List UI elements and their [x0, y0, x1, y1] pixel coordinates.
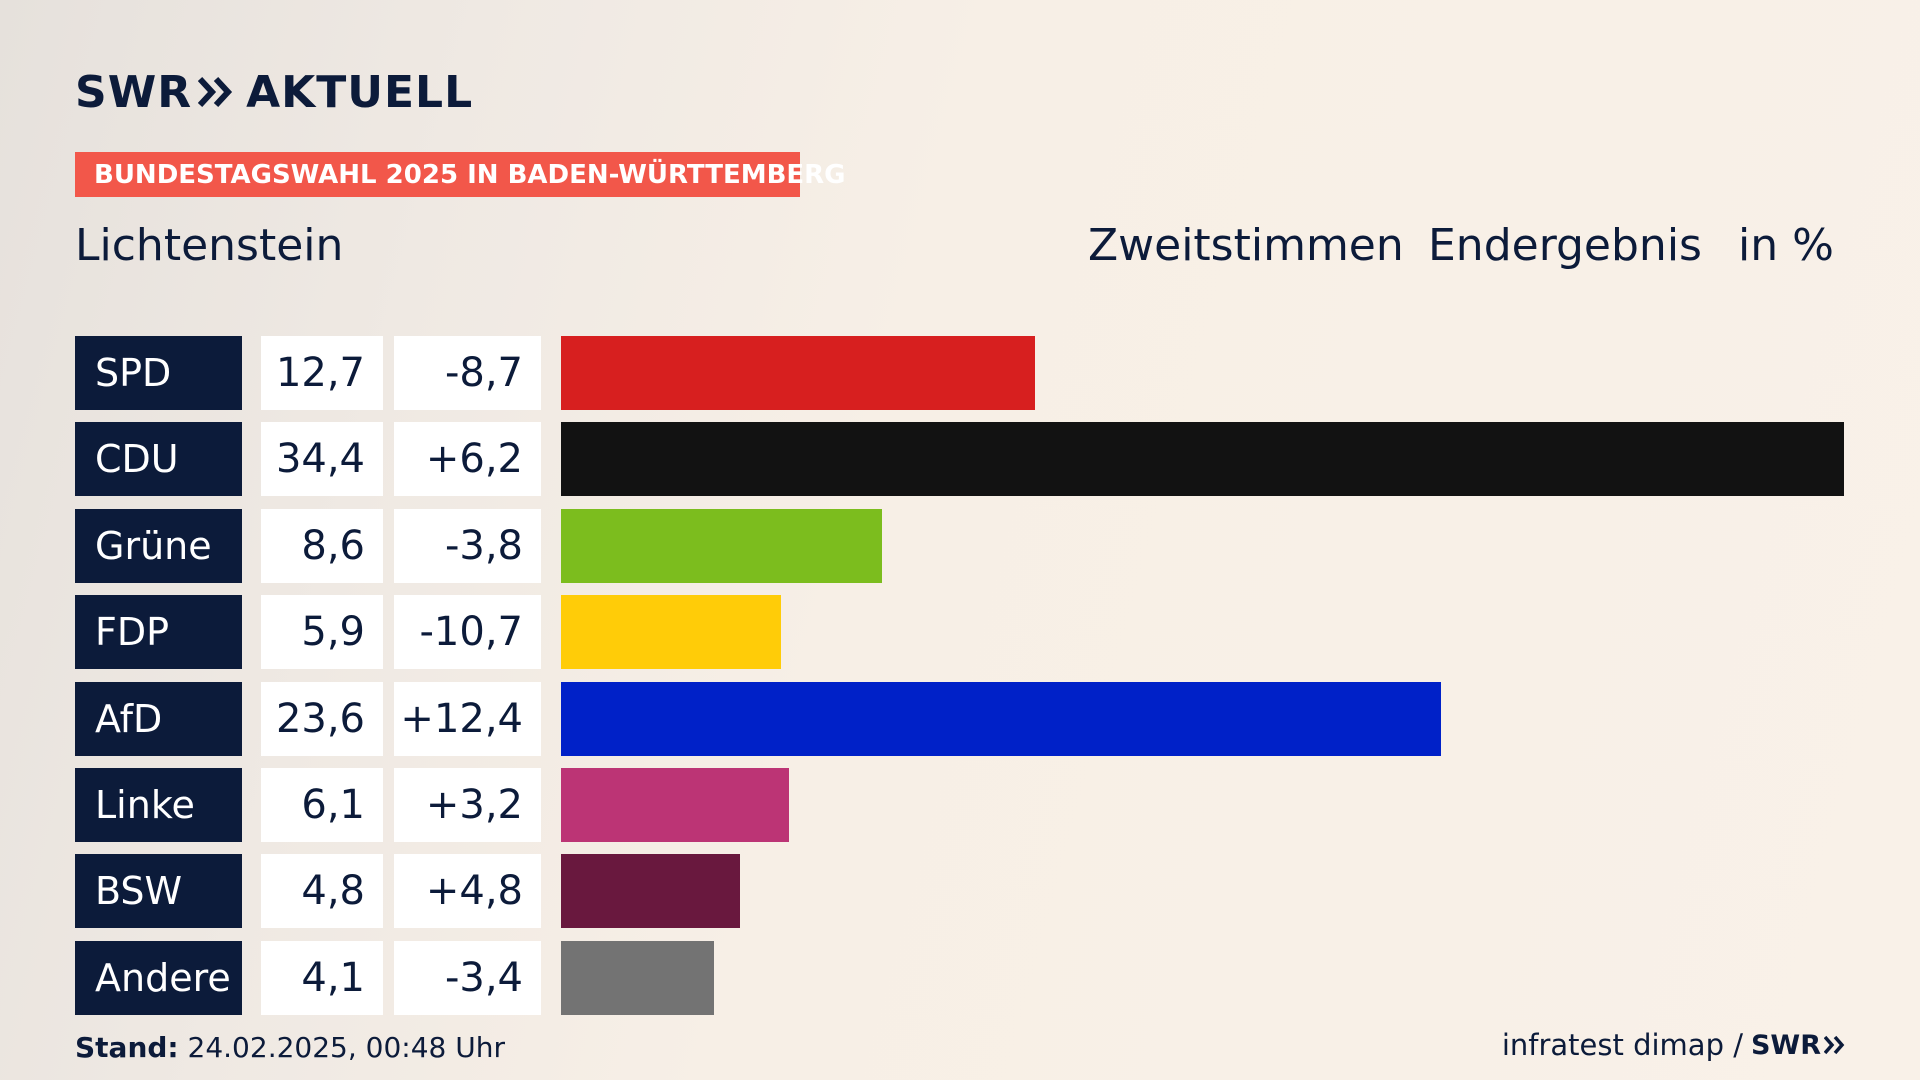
party-label: AfD	[75, 681, 242, 756]
result-bar	[561, 336, 1035, 410]
change-label: -3,8	[394, 508, 541, 583]
party-label: Andere	[75, 940, 242, 1015]
result-bar	[561, 940, 714, 1015]
party-row: BSW 4,8 +4,8	[75, 854, 1846, 929]
brand-suffix: AKTUELL	[246, 66, 474, 118]
swr-footer-logo: SWR	[1751, 1030, 1846, 1061]
change-label: +12,4	[394, 681, 541, 756]
vote-share-label: 6,1	[261, 768, 383, 842]
result-bar	[561, 595, 782, 670]
party-label: Linke	[75, 768, 242, 842]
party-row: Grüne 8,6 -3,8	[75, 508, 1846, 583]
vote-share-label: 5,9	[261, 595, 383, 670]
timestamp: Stand: 24.02.2025, 00:48 Uhr	[75, 1031, 505, 1064]
change-label: +4,8	[394, 854, 541, 929]
change-label: +3,2	[394, 768, 541, 842]
party-label: FDP	[75, 595, 242, 670]
change-label: -10,7	[394, 595, 541, 670]
result-status-label: Endergebnis	[1428, 220, 1702, 271]
party-row: FDP 5,9 -10,7	[75, 595, 1846, 670]
party-label: BSW	[75, 854, 242, 929]
unit-label: in %	[1738, 220, 1834, 271]
vote-share-label: 4,8	[261, 854, 383, 929]
party-label: CDU	[75, 422, 242, 497]
double-chevron-icon	[1824, 1035, 1845, 1055]
stand-label: Stand:	[75, 1031, 179, 1064]
result-bar	[561, 854, 741, 929]
change-label: -3,4	[394, 940, 541, 1015]
region-title: Lichtenstein	[75, 220, 344, 271]
vote-type-label: Zweitstimmen	[1088, 220, 1404, 271]
change-label: -8,7	[394, 336, 541, 410]
stand-value: 24.02.2025, 00:48 Uhr	[187, 1031, 505, 1064]
party-row: SPD 12,7 -8,7	[75, 336, 1846, 410]
source-credit: infratest dimap / SWR	[1502, 1028, 1846, 1062]
party-label: Grüne	[75, 508, 242, 583]
vote-share-label: 4,1	[261, 940, 383, 1015]
party-row: AfD 23,6 +12,4	[75, 681, 1846, 756]
party-row: CDU 34,4 +6,2	[75, 422, 1846, 497]
vote-share-label: 34,4	[261, 422, 383, 497]
vote-share-label: 8,6	[261, 508, 383, 583]
party-label: SPD	[75, 336, 242, 410]
vote-share-label: 23,6	[261, 681, 383, 756]
election-badge: BUNDESTAGSWAHL 2025 IN BADEN-WÜRTTEMBERG	[75, 152, 846, 197]
footer-logo-word: SWR	[1750, 1029, 1821, 1061]
source-text: infratest dimap /	[1501, 1028, 1743, 1062]
result-bar	[561, 768, 789, 842]
change-label: +6,2	[394, 422, 541, 497]
result-bar	[561, 422, 1844, 497]
swr-aktuell-logo: SWR AKTUELL	[75, 66, 474, 118]
result-bar	[561, 508, 882, 583]
vote-share-label: 12,7	[261, 336, 383, 410]
brand-word: SWR	[75, 66, 193, 118]
result-bar	[561, 681, 1442, 756]
double-chevron-icon	[198, 76, 233, 108]
party-row: Andere 4,1 -3,4	[75, 940, 1846, 1015]
party-row: Linke 6,1 +3,2	[75, 768, 1846, 842]
